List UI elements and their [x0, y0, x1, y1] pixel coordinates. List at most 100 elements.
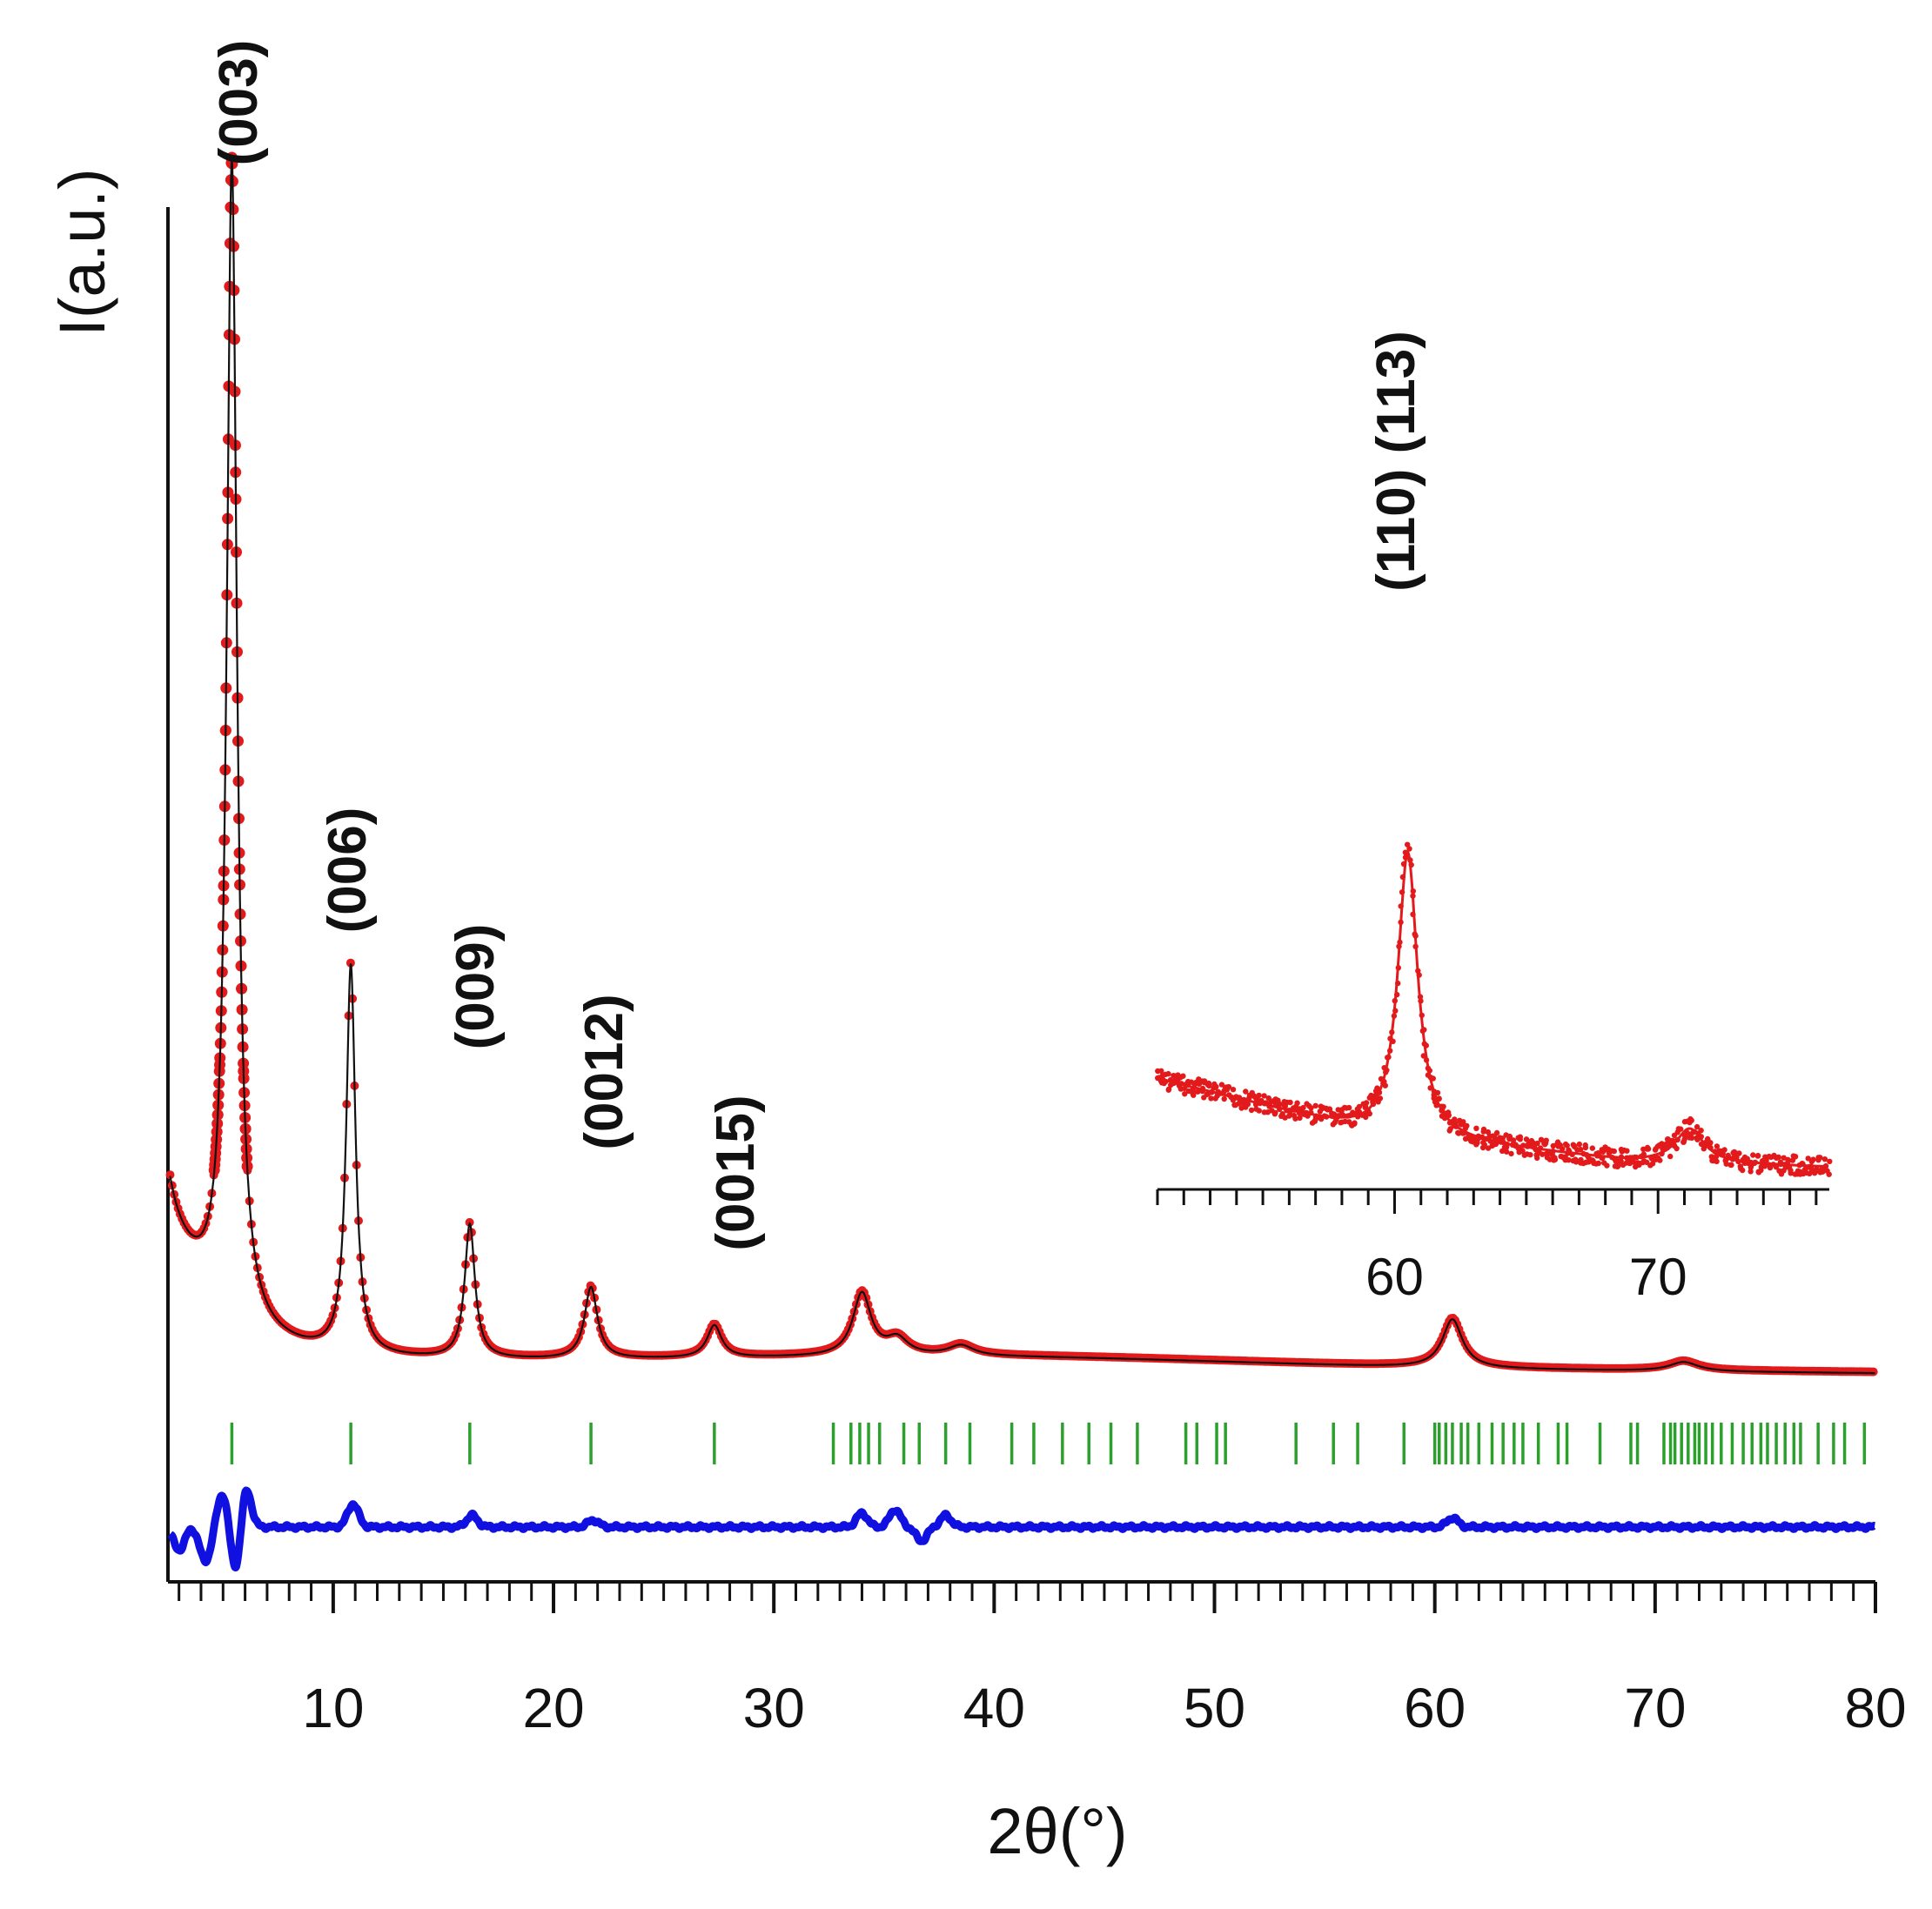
inset-observed-point [1817, 1155, 1823, 1161]
peak-label: (009) [446, 924, 506, 1050]
inset-observed-point [1243, 1088, 1249, 1095]
inset-observed-point [1342, 1118, 1348, 1125]
inset-plot: 60 70 [1155, 841, 1833, 1306]
inset-observed-point [1460, 1119, 1466, 1125]
inset-observed-point [1534, 1140, 1540, 1147]
x-tick-label: 60 [1404, 1677, 1466, 1739]
inset-observed-point [1363, 1114, 1369, 1121]
y-axis-title: I(a.u.) [46, 168, 118, 336]
inset-observed-point [1221, 1095, 1227, 1102]
inset-observed-point [1201, 1078, 1208, 1084]
inset-observed-point [1205, 1080, 1212, 1087]
inset-observed-point [1721, 1147, 1727, 1153]
x-tick-label: 50 [1184, 1677, 1245, 1739]
inset-observed-point [1543, 1137, 1549, 1143]
inset-observed-point [1180, 1073, 1186, 1079]
inset-observed-point [1645, 1146, 1652, 1152]
inset-observed-point [1356, 1103, 1363, 1110]
inset-observed-point [1326, 1106, 1333, 1112]
inset-observed-point [1352, 1120, 1358, 1126]
inset-observed-point [1308, 1105, 1314, 1111]
inset-observed-point [1744, 1155, 1751, 1162]
inset-observed-point [1624, 1148, 1630, 1154]
inset-observed-point [1213, 1083, 1219, 1090]
inset-observed-point [1821, 1156, 1828, 1162]
inset-observed-point [1182, 1091, 1188, 1097]
inset-x-tick-labels: 60 70 [1365, 1248, 1687, 1306]
inset-observed-point [1564, 1142, 1570, 1149]
inset-observed-point [1667, 1153, 1674, 1160]
inset-observed-point [1750, 1152, 1756, 1158]
inset-calculated-curve [1157, 850, 1829, 1169]
inset-observed-point [1405, 841, 1411, 847]
observed-point [165, 1170, 175, 1180]
inset-observed-point [1261, 1093, 1267, 1099]
inset-observed-point [1688, 1117, 1694, 1123]
inset-observed-point [1813, 1169, 1819, 1175]
inset-observed-point [1300, 1104, 1306, 1111]
inset-observed-point [1377, 1095, 1384, 1102]
inset-observed-point [1748, 1169, 1754, 1175]
inset-tick-label: 70 [1629, 1248, 1687, 1306]
x-tick-label: 20 [522, 1677, 584, 1739]
x-tick-label: 10 [302, 1677, 364, 1739]
x-axis-title: 2θ(°) [987, 1795, 1127, 1867]
inset-observed-point [1566, 1157, 1572, 1163]
inset-observed-point [1312, 1102, 1318, 1109]
difference-line [166, 1486, 1878, 1572]
inset-observed-point [1246, 1095, 1252, 1101]
inset-observed-point [1374, 1085, 1380, 1091]
inset-observed-point [1694, 1123, 1701, 1130]
inset-observed-point [1256, 1092, 1262, 1099]
x-tick-label: 40 [963, 1677, 1025, 1739]
inset-observed-point [1248, 1107, 1255, 1114]
inset-observed-point [1714, 1158, 1720, 1165]
inset-observed-point [1527, 1152, 1533, 1158]
inset-observed-point [1589, 1145, 1596, 1151]
main-plot: 10 20 30 40 50 60 70 80 (003)(006)(009)(0012)(0… [46, 40, 1907, 1867]
inset-observed-point [1678, 1126, 1684, 1132]
inset-observed-point [1517, 1136, 1524, 1142]
peak-label: (006) [318, 807, 378, 934]
inset-observed-point [1785, 1156, 1791, 1163]
inset-observed-point [1604, 1162, 1610, 1169]
inset-observed-point [1615, 1162, 1621, 1169]
inset-observed-point [1534, 1155, 1540, 1162]
x-ticks [178, 1582, 1877, 1613]
calculated-line [169, 158, 1875, 1375]
inset-observed-point [1406, 846, 1412, 852]
inset-observed-point [1508, 1150, 1514, 1157]
inset-observed-point [1481, 1142, 1488, 1148]
peak-labels: (003) (006) (009) (0012) (0015) (110) (113) [209, 40, 1426, 1251]
inset-observed-point [1287, 1099, 1293, 1106]
inset-observed-point [1736, 1150, 1742, 1156]
inset-observed-point [1294, 1100, 1300, 1106]
peak-label: (110) (113) [1366, 331, 1426, 592]
inset-observed-point [1805, 1155, 1811, 1162]
observed-points [165, 151, 1878, 1376]
inset-observed-point [1707, 1140, 1714, 1146]
inset-observed-point [1595, 1160, 1602, 1167]
peak-label: (003) [209, 40, 269, 166]
inset-tick-label: 60 [1365, 1248, 1424, 1306]
inset-observed-point [1552, 1155, 1558, 1161]
inset-observed-point [1788, 1170, 1794, 1176]
inset-observed-point [1434, 1089, 1441, 1096]
peak-label: (0015) [706, 1095, 766, 1250]
inset-observed-point [1674, 1145, 1680, 1152]
inset-observed-point [1165, 1087, 1172, 1093]
inset-observed-point [1292, 1115, 1298, 1122]
inset-observed-point [1346, 1104, 1352, 1111]
inset-observed-point [1576, 1141, 1583, 1148]
inset-observed-point [1649, 1161, 1656, 1167]
bragg-marks [230, 1423, 1867, 1464]
inset-observed-point [1493, 1129, 1500, 1136]
inset-observed-point [1225, 1083, 1232, 1090]
inset-observed-point [1611, 1148, 1618, 1155]
inset-observed-point [1550, 1142, 1557, 1149]
inset-observed-point [1775, 1154, 1781, 1161]
inset-observed-point [1452, 1116, 1458, 1122]
inset-observed-point [1827, 1158, 1833, 1165]
inset-observed-point [1582, 1144, 1589, 1151]
inset-observed-point [1826, 1171, 1832, 1177]
